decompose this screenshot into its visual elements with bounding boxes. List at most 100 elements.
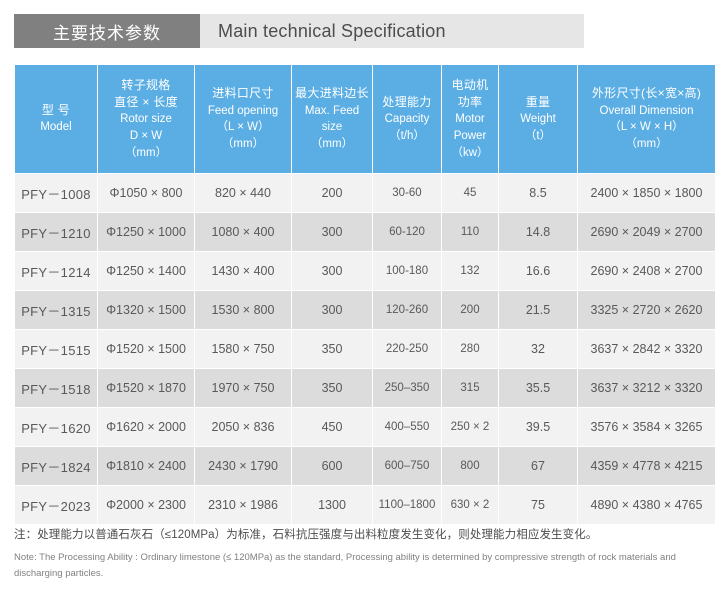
cell-motor-power: 250 × 2 [442,408,498,446]
header-cn: 转子规格 [121,77,171,92]
cell-capacity: 30-60 [373,174,441,212]
cell-capacity: 60-120 [373,213,441,251]
cell-feed-opening: 820 × 440 [195,174,291,212]
table-row: PFY－1008 Φ1050 × 800 820 × 440 200 30-60 45 8.… [15,174,715,212]
cell-capacity: 220-250 [373,330,441,368]
column-header-feed-opening: 进料口尺寸 Feed opening （L × W） （mm） [195,65,291,173]
header-unit: （mm） [310,138,354,151]
header-en: Overall Dimension [599,104,694,117]
header-cn: 电动机 [451,77,489,92]
cell-feed-opening: 2050 × 836 [195,408,291,446]
cell-motor-power: 110 [442,213,498,251]
cell-weight: 14.8 [499,213,577,251]
cell-capacity: 250–350 [373,369,441,407]
column-header-weight: 重量 Weight （t） [499,65,577,173]
cell-weight: 21.5 [499,291,577,329]
header-en: Model [40,121,72,134]
cell-max-feed-size: 200 [292,174,372,212]
note-english: Note: The Processing Ability : Ordinary … [14,552,676,579]
header-en2: D × W [129,130,163,143]
cell-rotor-size: Φ2000 × 2300 [98,486,194,524]
header-en: Rotor size [120,113,172,126]
cell-model: PFY－1210 [15,213,97,251]
table-row: PFY－1315 Φ1320 × 1500 1530 × 800 300 120-260… [15,291,715,329]
cell-weight: 8.5 [499,174,577,212]
cell-rotor-size: Φ1250 × 1400 [98,252,194,290]
cell-overall-dimension: 4890 × 4380 × 4765 [578,486,715,524]
header-en2: （L × W） [216,121,270,134]
cell-model: PFY－1515 [15,330,97,368]
cell-overall-dimension: 3325 × 2720 × 2620 [578,291,715,329]
column-header-rotor-size: 转子规格 直径 × 长度 Rotor size D × W （mm） [98,65,194,173]
cell-overall-dimension: 2690 × 2408 × 2700 [578,252,715,290]
header-unit: （mm） [124,146,168,159]
cell-capacity: 600–750 [373,447,441,485]
cell-rotor-size: Φ1320 × 1500 [98,291,194,329]
notes-block: 注：处理能力以普通石灰石（≤120MPa）为标准，石料抗压强度与出料粒度发生变化… [14,527,714,582]
cell-max-feed-size: 300 [292,213,372,251]
header-en2: Power [453,130,487,143]
cell-overall-dimension: 2690 × 2049 × 2700 [578,213,715,251]
cell-weight: 39.5 [499,408,577,446]
header-unit: （mm） [625,138,668,151]
header-cn2: 直径 × 长度 [114,94,178,109]
table-row: PFY－1518 Φ1520 × 1870 1970 × 750 350 250–350… [15,369,715,407]
cell-model: PFY－1214 [15,252,97,290]
note-chinese: 注：处理能力以普通石灰石（≤120MPa）为标准，石料抗压强度与出料粒度发生变化… [14,529,598,541]
cell-model: PFY－1518 [15,369,97,407]
table-header-row: 型 号 Model 转子规格 直径 × 长度 Rotor size D × W … [15,65,715,173]
cell-model: PFY－1620 [15,408,97,446]
cell-model: PFY－1824 [15,447,97,485]
column-header-max-feed-size: 最大进料边长 Max. Feed size （mm） [292,65,372,173]
table-row: PFY－1214 Φ1250 × 1400 1430 × 400 300 100-180… [15,252,715,290]
header-en2: size [321,121,343,134]
cell-motor-power: 315 [442,369,498,407]
header-cn: 最大进料边长 [295,86,369,101]
cell-model: PFY－1315 [15,291,97,329]
header-unit: （t） [524,129,552,142]
table-row: PFY－1515 Φ1520 × 1500 1580 × 750 350 220-250… [15,330,715,368]
cell-capacity: 400–550 [373,408,441,446]
cell-max-feed-size: 450 [292,408,372,446]
cell-feed-opening: 1580 × 750 [195,330,291,368]
cell-motor-power: 45 [442,174,498,212]
header-cn: 重量 [525,94,551,109]
header-cn: 外形尺寸(长×宽×高) [591,86,702,101]
cell-max-feed-size: 350 [292,330,372,368]
cell-capacity: 1100–1800 [373,486,441,524]
cell-overall-dimension: 4359 × 4778 × 4215 [578,447,715,485]
header-cn: 进料口尺寸 [212,86,274,101]
cell-max-feed-size: 300 [292,252,372,290]
cell-model: PFY－1008 [15,174,97,212]
table-row: PFY－2023 Φ2000 × 2300 2310 × 1986 1300 1100–… [15,486,715,524]
title-english: Main technical Specification [218,20,446,41]
cell-motor-power: 132 [442,252,498,290]
column-header-motor-power: 电动机 功率 Motor Power （kw） [442,65,498,173]
cell-overall-dimension: 3637 × 2842 × 3320 [578,330,715,368]
cell-overall-dimension: 3576 × 3584 × 3265 [578,408,715,446]
table-row: PFY－1620 Φ1620 × 2000 2050 × 836 450 400–550… [15,408,715,446]
cell-max-feed-size: 600 [292,447,372,485]
cell-weight: 16.6 [499,252,577,290]
cell-motor-power: 800 [442,447,498,485]
cell-weight: 35.5 [499,369,577,407]
header-en: Max. Feed [304,104,360,117]
cell-rotor-size: Φ1520 × 1500 [98,330,194,368]
header-unit: （mm） [221,138,265,151]
cell-weight: 75 [499,486,577,524]
cell-motor-power: 280 [442,330,498,368]
column-header-model: 型 号 Model [15,65,97,173]
section-title-bar: 主要技术参数 Main technical Specification [14,14,584,48]
cell-max-feed-size: 300 [292,291,372,329]
header-unit: （kw） [451,146,489,159]
cell-rotor-size: Φ1810 × 2400 [98,447,194,485]
cell-model: PFY－2023 [15,486,97,524]
cell-overall-dimension: 2400 × 1850 × 1800 [578,174,715,212]
header-en: Weight [520,113,556,126]
cell-rotor-size: Φ1620 × 2000 [98,408,194,446]
cell-max-feed-size: 1300 [292,486,372,524]
table-row: PFY－1824 Φ1810 × 2400 2430 × 1790 600 600–75… [15,447,715,485]
cell-max-feed-size: 350 [292,369,372,407]
column-header-overall-dimension: 外形尺寸(长×宽×高) Overall Dimension （L × W × H… [578,65,715,173]
cell-feed-opening: 1970 × 750 [195,369,291,407]
